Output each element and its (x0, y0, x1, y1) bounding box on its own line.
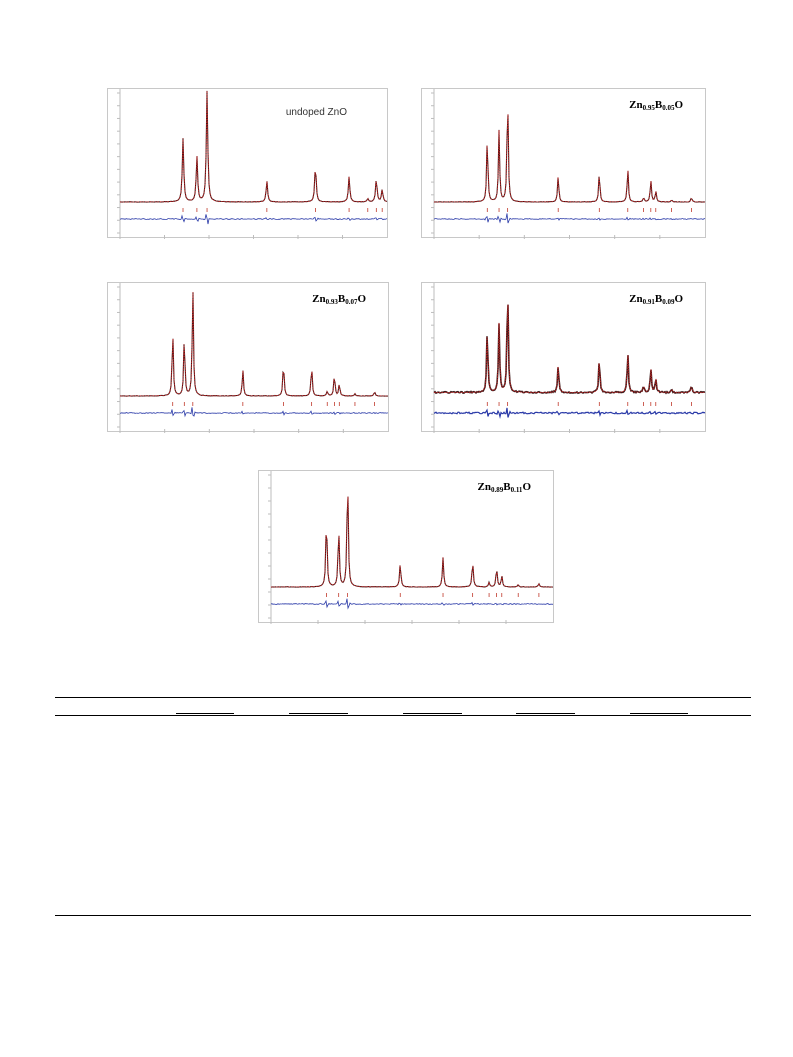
table-header-rule (55, 715, 751, 716)
difference-curve (119, 214, 388, 225)
observed-pattern (433, 304, 706, 395)
formula-zn-index: 0.91 (642, 298, 655, 306)
table-column-rule (289, 713, 348, 714)
formula-zn: Zn (312, 293, 326, 305)
table-column-rule (516, 713, 575, 714)
xrd-panel-zn089-b011-o: Zn0.89B0.11O (258, 470, 554, 624)
observed-pattern (120, 292, 388, 397)
difference-curve (433, 213, 705, 224)
table-top-rule (55, 697, 751, 698)
calculated-pattern (120, 90, 388, 203)
panel-label: Zn0.95B0.05O (629, 99, 683, 112)
formula-b: B (503, 481, 511, 493)
table-bottom-rule (55, 915, 751, 916)
formula-b: B (337, 293, 346, 305)
calculated-pattern (434, 304, 705, 393)
formula-zn-index: 0.89 (490, 486, 504, 494)
table-column-rule (403, 713, 462, 714)
formula-o: O (522, 481, 531, 493)
formula-o: O (674, 293, 683, 305)
observed-pattern (433, 114, 706, 203)
xrd-plot (117, 283, 389, 433)
formula-o: O (674, 99, 683, 111)
table-column-rule (630, 713, 688, 714)
formula-b: B (654, 99, 663, 111)
xrd-panel-zn093-b007-o: Zn0.93B0.07O (107, 282, 389, 433)
formula-zn-index: 0.95 (642, 104, 655, 112)
formula-zn-index: 0.93 (325, 298, 338, 306)
panel-label: undoped ZnO (285, 107, 347, 118)
formula-b-index: 0.09 (662, 298, 675, 306)
formula-zn: Zn (629, 293, 643, 305)
xrd-panel-zn095-b005-o: Zn0.95B0.05O (421, 88, 706, 239)
formula-zn: Zn (477, 481, 491, 493)
panel-label: Zn0.93B0.07O (312, 293, 366, 306)
calculated-pattern (434, 114, 705, 203)
formula-b: B (654, 293, 663, 305)
formula-zn: Zn (629, 99, 643, 111)
formula-b-index: 0.11 (510, 486, 523, 494)
panel-label: Zn0.91B0.09O (629, 293, 683, 306)
formula-o: O (357, 293, 366, 305)
xrd-plot (268, 471, 554, 624)
xrd-plot (431, 283, 706, 433)
xrd-plot (431, 89, 706, 239)
difference-curve (270, 598, 554, 610)
calculated-pattern (120, 292, 388, 397)
formula-b-index: 0.07 (345, 298, 358, 306)
difference-curve (120, 407, 389, 418)
xrd-panel-zn091-b009-o: Zn0.91B0.09O (421, 282, 706, 433)
table-column-rule (176, 713, 234, 714)
observed-pattern (271, 496, 554, 588)
formula-b-index: 0.05 (662, 104, 675, 112)
xrd-panel-undoped-zno: undoped ZnO (107, 88, 388, 239)
panel-label: Zn0.89B0.11O (478, 481, 532, 494)
xrd-plot (117, 89, 388, 239)
calculated-pattern (271, 496, 553, 588)
difference-curve (433, 407, 706, 419)
